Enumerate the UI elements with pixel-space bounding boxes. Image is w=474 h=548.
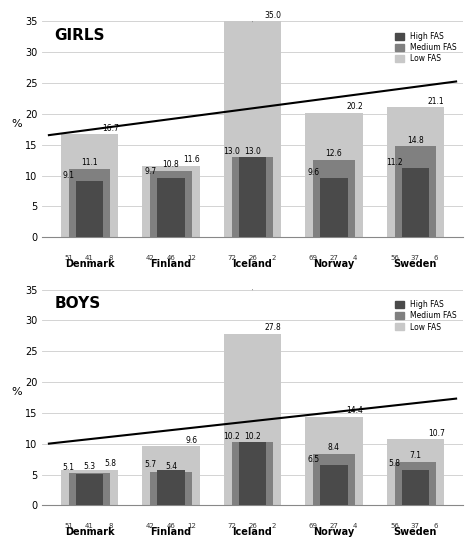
- Text: 11.2: 11.2: [386, 158, 403, 167]
- Text: 27: 27: [329, 523, 338, 529]
- Text: 56: 56: [390, 255, 399, 261]
- Text: 10.8: 10.8: [163, 160, 180, 169]
- Bar: [238, 442, 266, 505]
- Text: BOYS: BOYS: [55, 296, 101, 311]
- Y-axis label: %: %: [11, 387, 22, 397]
- Text: 72: 72: [228, 523, 236, 529]
- Text: 2: 2: [271, 523, 275, 529]
- Text: 9.7: 9.7: [144, 167, 156, 176]
- Text: 41: 41: [85, 523, 94, 529]
- Bar: [320, 465, 348, 505]
- Text: 6: 6: [434, 255, 438, 261]
- Text: 5.8: 5.8: [104, 459, 117, 468]
- Text: 42: 42: [146, 523, 155, 529]
- Text: 11.1: 11.1: [82, 158, 98, 167]
- Bar: [386, 107, 444, 237]
- Text: 56: 56: [390, 523, 399, 529]
- Text: 5.7: 5.7: [144, 460, 156, 469]
- Text: 16.7: 16.7: [102, 124, 119, 133]
- Legend: High FAS, Medium FAS, Low FAS: High FAS, Medium FAS, Low FAS: [392, 30, 459, 66]
- Bar: [320, 178, 348, 237]
- Text: 14.4: 14.4: [346, 406, 363, 415]
- Bar: [157, 470, 185, 505]
- Bar: [69, 169, 110, 237]
- Text: 12.6: 12.6: [326, 149, 342, 158]
- Bar: [150, 171, 192, 237]
- Text: 72: 72: [228, 255, 236, 261]
- Text: 10.2: 10.2: [223, 432, 240, 441]
- Bar: [142, 446, 200, 505]
- Bar: [61, 134, 118, 237]
- Text: 6: 6: [434, 523, 438, 529]
- Text: 41: 41: [85, 255, 94, 261]
- Text: 27.8: 27.8: [265, 323, 282, 333]
- Bar: [61, 470, 118, 505]
- Text: 5.4: 5.4: [165, 461, 177, 471]
- Text: 5.8: 5.8: [389, 459, 401, 468]
- Text: 26: 26: [248, 255, 257, 261]
- Text: 21.1: 21.1: [428, 96, 445, 106]
- Text: 9.1: 9.1: [63, 170, 75, 180]
- Bar: [395, 461, 436, 505]
- Text: 69: 69: [309, 523, 318, 529]
- Bar: [76, 181, 103, 237]
- Text: 10.7: 10.7: [428, 429, 445, 438]
- Text: 8.4: 8.4: [328, 443, 340, 452]
- Bar: [313, 159, 355, 237]
- Text: 69: 69: [309, 255, 318, 261]
- Bar: [232, 157, 273, 237]
- Text: 9.6: 9.6: [307, 168, 319, 176]
- Bar: [142, 166, 200, 237]
- Text: 12: 12: [187, 255, 196, 261]
- Bar: [224, 21, 282, 237]
- Text: 13.0: 13.0: [223, 147, 240, 156]
- Bar: [305, 416, 363, 505]
- Bar: [395, 146, 436, 237]
- Text: 46: 46: [167, 255, 175, 261]
- Text: 5.1: 5.1: [63, 464, 75, 472]
- Text: 6.5: 6.5: [307, 455, 319, 464]
- Bar: [401, 470, 429, 505]
- Text: 12: 12: [187, 523, 196, 529]
- Bar: [150, 472, 192, 505]
- Text: 14.8: 14.8: [407, 135, 424, 145]
- Text: 10.2: 10.2: [244, 432, 261, 441]
- Text: 42: 42: [146, 255, 155, 261]
- Bar: [157, 178, 185, 237]
- Legend: High FAS, Medium FAS, Low FAS: High FAS, Medium FAS, Low FAS: [392, 298, 459, 334]
- Text: 37: 37: [411, 255, 420, 261]
- Bar: [305, 113, 363, 237]
- Bar: [76, 474, 103, 505]
- Text: 4: 4: [353, 255, 357, 261]
- Text: 13.0: 13.0: [244, 147, 261, 156]
- Text: 4: 4: [353, 523, 357, 529]
- Text: 11.6: 11.6: [183, 155, 200, 164]
- Text: 7.1: 7.1: [410, 451, 421, 460]
- Text: 27: 27: [329, 255, 338, 261]
- Bar: [386, 439, 444, 505]
- Y-axis label: %: %: [11, 119, 22, 129]
- Text: 37: 37: [411, 523, 420, 529]
- Text: 51: 51: [64, 255, 73, 261]
- Bar: [224, 334, 282, 505]
- Text: GIRLS: GIRLS: [55, 28, 105, 43]
- Text: 51: 51: [64, 523, 73, 529]
- Bar: [238, 157, 266, 237]
- Text: 20.2: 20.2: [346, 102, 363, 111]
- Text: 9.6: 9.6: [186, 436, 198, 444]
- Text: 5.3: 5.3: [83, 462, 96, 471]
- Bar: [401, 168, 429, 237]
- Bar: [69, 473, 110, 505]
- Text: 2: 2: [271, 255, 275, 261]
- Text: 35.0: 35.0: [265, 11, 282, 20]
- Text: 8: 8: [108, 255, 113, 261]
- Bar: [313, 454, 355, 505]
- Bar: [232, 442, 273, 505]
- Text: 8: 8: [108, 523, 113, 529]
- Text: 26: 26: [248, 523, 257, 529]
- Text: 46: 46: [167, 523, 175, 529]
